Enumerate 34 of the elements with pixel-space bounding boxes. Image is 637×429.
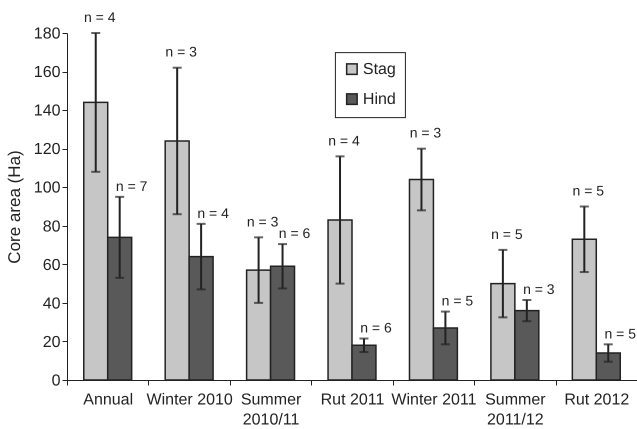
y-tick-label: 160	[34, 64, 61, 82]
y-tick-label: 60	[42, 256, 61, 274]
y-tick-label: 120	[34, 141, 61, 158]
annotation: n = 3	[410, 124, 442, 141]
x-tick-label: Summer 2011/12	[485, 392, 546, 428]
x-tick-label: Rut 2011	[320, 392, 384, 408]
annotation: n = 6	[360, 320, 392, 336]
annotation: n = 3	[165, 44, 198, 60]
y-tick-label: 80	[42, 218, 61, 236]
legend-label: Hind	[362, 91, 396, 108]
legend-label: Stag	[362, 61, 396, 78]
y-tick-label: 0	[52, 372, 61, 390]
annotation: n = 3	[246, 213, 279, 230]
y-tick-label: 40	[42, 295, 61, 312]
annotation: n = 6	[278, 225, 311, 242]
annotation: n = 4	[328, 132, 360, 148]
y-tick-label: 180	[34, 26, 61, 42]
y-tick-label: 140	[34, 102, 61, 120]
x-tick-label: Summer 2010/11	[240, 392, 302, 428]
text: n = 4	[84, 9, 116, 25]
x-tick-label: Rut 2012	[564, 392, 630, 408]
y-axis-title: Core area (Ha)	[4, 150, 24, 264]
annotation: n = 5	[572, 182, 604, 198]
annotation: n = 5	[491, 226, 523, 242]
annotation: n = 4	[197, 204, 230, 221]
y-tick-label: 100	[34, 180, 61, 197]
annotation: n = 3	[523, 280, 555, 297]
y-tick-label: 20	[42, 334, 61, 351]
annotation: n = 5	[604, 325, 636, 342]
annotation: n = 5	[442, 292, 474, 309]
annotation: n = 7	[116, 178, 148, 194]
x-tick-label: Winter 2011	[391, 392, 477, 408]
x-tick-label: Annual	[83, 392, 134, 408]
x-tick-label: Winter 2010	[146, 392, 233, 408]
